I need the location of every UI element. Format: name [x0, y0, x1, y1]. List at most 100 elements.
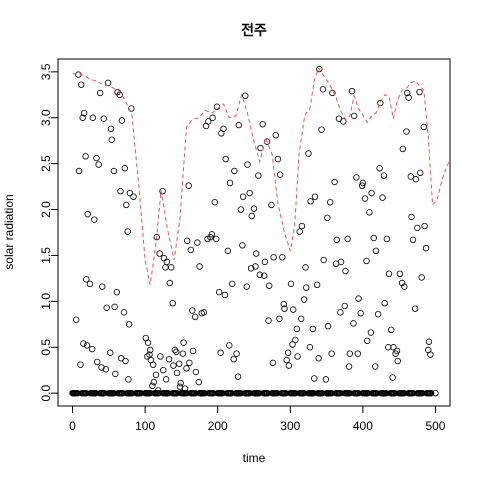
data-point	[358, 182, 366, 189]
data-point	[229, 280, 236, 288]
data-point	[79, 114, 86, 121]
data-point	[169, 299, 176, 307]
data-point	[266, 282, 273, 289]
data-point	[84, 210, 91, 218]
data-point	[75, 167, 83, 175]
data-point	[417, 169, 424, 177]
data-point	[374, 311, 382, 318]
data-point	[177, 379, 184, 387]
data-point	[196, 263, 203, 270]
data-point	[124, 228, 131, 235]
data-point	[331, 178, 338, 186]
data-point	[166, 279, 173, 287]
data-point	[93, 154, 100, 162]
data-point	[217, 349, 224, 356]
data-point	[319, 86, 327, 93]
data-point	[118, 117, 126, 124]
data-point	[130, 193, 137, 200]
data-point	[86, 280, 94, 288]
y-tick-label: 2.0	[39, 201, 53, 218]
data-point	[311, 375, 318, 382]
data-point	[83, 342, 91, 349]
data-point	[403, 89, 411, 97]
y-tick-label: 3.5	[39, 63, 53, 80]
data-point	[209, 114, 216, 121]
data-point	[359, 179, 367, 187]
data-point	[380, 172, 388, 179]
data-point	[120, 309, 128, 316]
data-point	[328, 350, 335, 357]
data-point	[272, 131, 279, 139]
data-point	[407, 173, 414, 180]
data-point	[350, 320, 357, 327]
data-point	[153, 233, 160, 241]
data-point	[353, 174, 360, 181]
data-point	[144, 339, 152, 346]
data-point	[293, 325, 301, 333]
data-point	[259, 120, 266, 128]
data-point	[80, 109, 88, 117]
data-point	[80, 340, 87, 347]
data-point	[345, 363, 353, 370]
data-point	[250, 205, 258, 212]
data-point	[368, 189, 375, 197]
x-tick-label: 100	[135, 419, 155, 433]
data-point	[113, 288, 120, 296]
data-point	[89, 114, 97, 121]
data-point	[107, 125, 115, 132]
data-point	[99, 283, 106, 290]
data-point	[226, 179, 234, 187]
data-point	[422, 244, 430, 252]
x-tick-label: 0	[69, 419, 76, 433]
data-point	[298, 222, 306, 230]
data-point	[381, 299, 388, 307]
data-point	[256, 271, 264, 278]
data-point	[173, 348, 180, 356]
data-point	[103, 304, 110, 311]
data-point	[287, 280, 295, 288]
data-point	[230, 355, 237, 363]
data-point	[108, 136, 115, 143]
data-point	[72, 316, 80, 323]
data-point	[235, 121, 242, 129]
data-point	[121, 165, 128, 172]
y-tick-label: 0.5	[39, 339, 53, 356]
data-point	[102, 366, 110, 373]
x-axis-title: time	[243, 451, 266, 465]
data-point	[425, 338, 433, 345]
data-point	[399, 145, 407, 153]
data-point	[414, 224, 421, 232]
data-point	[78, 81, 85, 88]
data-point	[409, 236, 417, 244]
data-point	[195, 378, 203, 386]
data-point	[276, 315, 283, 322]
data-point	[248, 212, 256, 220]
data-point	[289, 341, 296, 348]
data-point	[269, 359, 277, 367]
data-point	[116, 91, 123, 98]
data-point	[192, 368, 200, 376]
data-point	[82, 153, 89, 160]
data-point	[280, 300, 287, 308]
y-tick-label: 1.5	[39, 247, 53, 264]
y-axis-title: solar radiation	[2, 194, 16, 269]
data-point	[320, 256, 327, 264]
data-point	[125, 321, 133, 328]
data-point	[300, 296, 308, 303]
data-point	[191, 313, 199, 321]
x-tick-label: 200	[208, 419, 228, 433]
data-point	[194, 239, 201, 246]
data-point	[364, 337, 371, 345]
data-point	[171, 346, 179, 354]
data-point	[341, 302, 348, 310]
x-tick-label: 300	[280, 419, 300, 433]
data-point	[350, 112, 358, 120]
data-point	[205, 118, 212, 125]
data-point	[416, 88, 423, 96]
data-point	[344, 235, 351, 243]
data-point	[163, 258, 171, 266]
data-point	[112, 370, 119, 378]
data-point	[149, 382, 156, 389]
data-point	[107, 349, 114, 356]
data-point	[324, 322, 332, 330]
